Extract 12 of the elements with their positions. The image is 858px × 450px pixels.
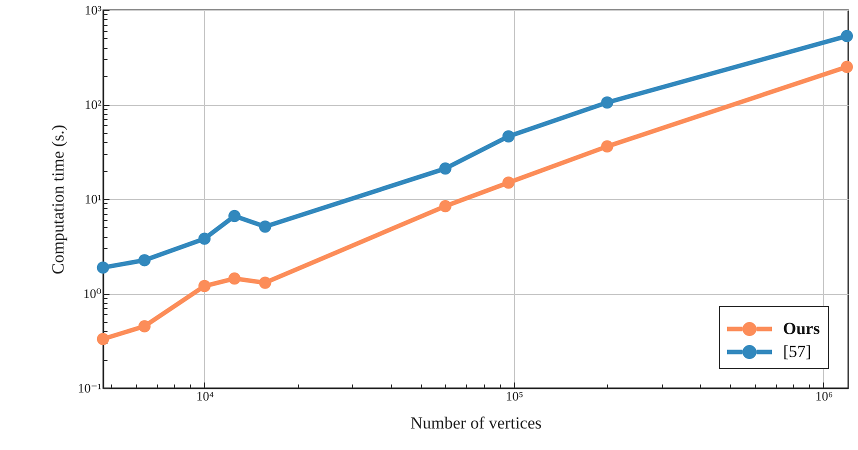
y-axis-title: Computation time (s.) [48,124,68,274]
legend-label: [57] [783,342,812,361]
y-tick-label: 10⁻¹ [78,380,102,396]
x-tick-label: 10⁶ [815,388,833,404]
y-tick-label: 10² [84,97,102,112]
x-axis-title: Number of vertices [410,414,542,432]
x-tick-label: 10⁵ [506,388,524,404]
legend-label: Ours [783,319,820,338]
y-tick-label: 10¹ [84,192,102,206]
x-tick-label: 10⁴ [196,388,214,404]
y-tick-label: 10⁰ [83,286,102,301]
y-tick-label: 10³ [84,2,102,18]
